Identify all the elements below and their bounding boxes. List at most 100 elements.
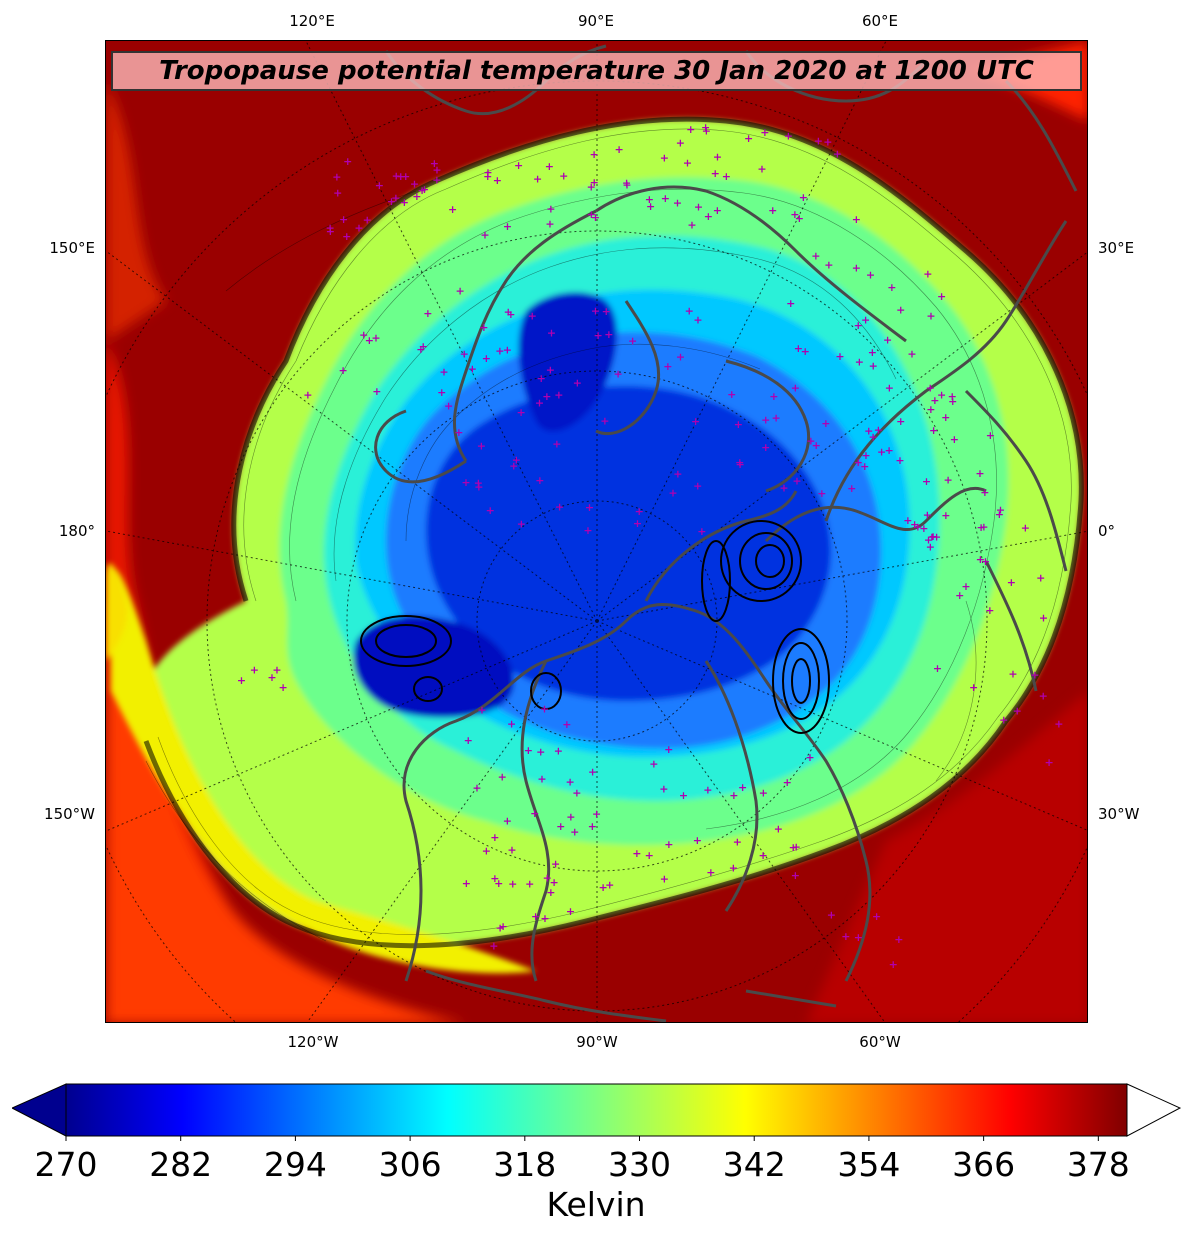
- station-marker: +: [391, 192, 400, 205]
- station-marker: +: [566, 905, 575, 918]
- station-marker: +: [542, 390, 551, 403]
- station-marker: +: [664, 743, 673, 756]
- station-marker: +: [663, 360, 672, 373]
- station-marker: +: [455, 285, 464, 298]
- tick-top-90e: 90°E: [577, 12, 615, 30]
- station-marker: +: [482, 844, 491, 857]
- station-marker: +: [955, 589, 964, 602]
- tick-right-30e: 30°E: [1098, 239, 1135, 257]
- station-marker: +: [587, 181, 596, 194]
- station-marker: +: [432, 164, 441, 177]
- station-marker: +: [325, 221, 334, 234]
- station-marker: +: [649, 758, 658, 771]
- station-marker: +: [498, 920, 507, 933]
- station-marker: +: [673, 468, 682, 481]
- station-marker: +: [506, 308, 515, 321]
- station-marker: +: [926, 403, 935, 416]
- station-marker: +: [600, 415, 609, 428]
- station-marker: +: [508, 878, 517, 891]
- station-marker: +: [503, 815, 512, 828]
- station-marker: +: [860, 460, 869, 473]
- map-panel: + + + + + + + + + + + + + + + + + + + + + + + + + + + + + + + + + + + + + + + +…: [105, 40, 1088, 1023]
- station-marker: +: [602, 305, 611, 318]
- station-marker: +: [961, 580, 970, 593]
- station-marker: +: [783, 776, 792, 789]
- station-marker: +: [588, 820, 597, 833]
- station-marker: +: [387, 195, 396, 208]
- station-marker: +: [504, 306, 513, 319]
- station-marker: +: [933, 662, 942, 675]
- station-marker: +: [605, 879, 614, 892]
- station-marker: +: [635, 505, 644, 518]
- station-marker: +: [761, 413, 770, 426]
- station-marker: +: [786, 297, 795, 310]
- station-marker: +: [883, 334, 892, 347]
- station-marker: +: [604, 328, 613, 341]
- station-marker: +: [537, 372, 546, 385]
- station-marker: +: [923, 268, 932, 281]
- station-marker: +: [464, 734, 473, 747]
- station-markers: + + + + + + + + + + + + + + + + + + + + + + + + + + + + + + + + + + + + + + + +…: [237, 121, 1064, 971]
- station-marker: +: [495, 344, 504, 357]
- station-marker: +: [556, 820, 565, 833]
- station-marker: +: [554, 388, 563, 401]
- station-marker: +: [479, 321, 488, 334]
- station-marker: +: [941, 509, 950, 522]
- station-marker: +: [483, 170, 492, 183]
- station-marker: +: [540, 702, 549, 715]
- station-marker: +: [928, 530, 937, 543]
- station-marker: +: [591, 211, 600, 224]
- station-marker: +: [1039, 690, 1048, 703]
- colorbar-tick-label: 378: [1066, 1145, 1130, 1184]
- station-marker: +: [926, 310, 935, 323]
- station-marker: +: [855, 356, 864, 369]
- station-marker: +: [460, 348, 469, 361]
- station-marker: +: [339, 213, 348, 226]
- station-marker: +: [885, 381, 894, 394]
- station-marker: +: [691, 415, 700, 428]
- station-marker: +: [598, 881, 607, 894]
- station-marker: +: [536, 746, 545, 759]
- station-marker: +: [693, 479, 702, 492]
- station-marker: +: [791, 869, 800, 882]
- colorbar-tick-label: 270: [34, 1145, 98, 1184]
- colorbar-tick-label: 342: [722, 1145, 786, 1184]
- station-marker: +: [729, 789, 738, 802]
- station-marker: +: [1008, 668, 1017, 681]
- station-marker: +: [792, 841, 801, 854]
- station-marker: +: [779, 482, 788, 495]
- station-marker: +: [980, 486, 989, 499]
- station-marker: +: [588, 766, 597, 779]
- station-marker: +: [884, 444, 893, 457]
- colorbar-gradient: [65, 1083, 1128, 1137]
- station-marker: +: [847, 482, 856, 495]
- station-marker: +: [528, 310, 537, 323]
- station-marker: +: [664, 838, 673, 851]
- station-marker: +: [303, 389, 312, 402]
- station-marker: +: [806, 434, 815, 447]
- station-marker: +: [1044, 756, 1053, 769]
- station-marker: +: [791, 381, 800, 394]
- station-marker: +: [812, 439, 821, 452]
- station-marker: +: [814, 135, 823, 148]
- station-marker: +: [423, 307, 432, 320]
- station-marker: +: [400, 196, 409, 209]
- station-marker: +: [417, 184, 426, 197]
- station-marker: +: [524, 744, 533, 757]
- station-marker: +: [490, 872, 499, 885]
- station-marker: +: [250, 664, 259, 677]
- station-marker: +: [410, 177, 419, 190]
- station-marker: +: [545, 160, 554, 173]
- station-marker: +: [703, 784, 712, 797]
- tick-bottom-90w: 90°W: [576, 1033, 618, 1051]
- station-marker: +: [338, 364, 347, 377]
- station-marker: +: [969, 681, 978, 694]
- station-marker: +: [926, 541, 935, 554]
- station-marker: +: [894, 933, 903, 946]
- station-marker: +: [509, 459, 518, 472]
- station-marker: +: [693, 314, 702, 327]
- station-marker: +: [874, 424, 883, 437]
- station-marker: +: [396, 170, 405, 183]
- station-marker: +: [903, 514, 912, 527]
- station-marker: +: [498, 771, 507, 784]
